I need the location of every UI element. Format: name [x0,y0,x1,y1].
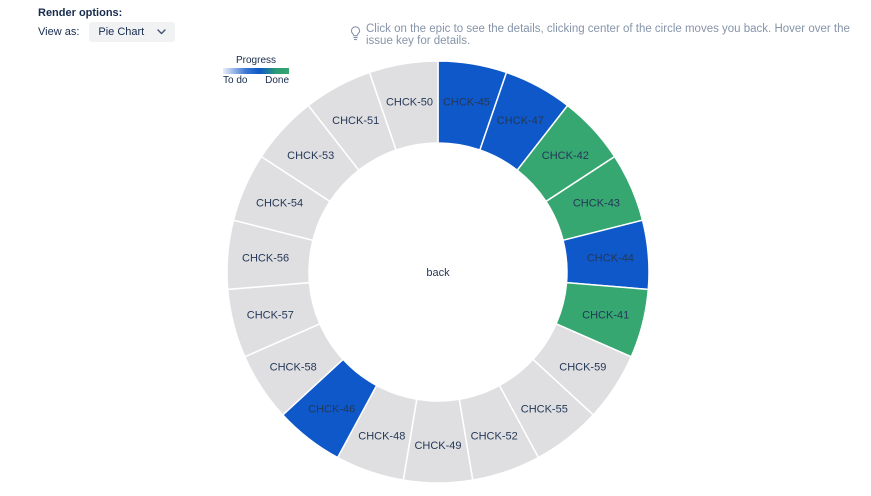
segment-label[interactable]: CHCK-54 [256,198,303,210]
back-button[interactable]: back [426,267,450,279]
legend-gradient-bar [223,68,289,74]
segment-label[interactable]: CHCK-57 [247,310,294,322]
segment-label[interactable]: CHCK-58 [270,362,317,374]
render-options-title: Render options: [38,7,123,19]
view-as-row: View as: Pie Chart [38,22,176,42]
segment-label[interactable]: CHCK-59 [559,362,606,374]
legend-done-label: Done [265,75,289,86]
segment-label[interactable]: CHCK-55 [521,404,568,416]
pie-segment-CHCK-50[interactable] [368,60,439,151]
segment-label[interactable]: CHCK-42 [542,150,589,162]
progress-legend: Progress To do Done [223,55,289,86]
hint-text: Click on the epic to see the details, cl… [366,23,850,47]
segment-label[interactable]: CHCK-49 [414,440,461,452]
segment-label[interactable]: CHCK-47 [497,115,544,127]
segment-label[interactable]: CHCK-52 [471,431,518,443]
legend-todo-label: To do [223,75,248,86]
legend-title: Progress [235,55,276,66]
hint-message: Click on the epic to see the details, cl… [350,23,871,47]
lightbulb-icon [350,26,361,44]
segment-label[interactable]: CHCK-43 [573,198,620,210]
view-as-dropdown-value: Pie Chart [98,26,145,38]
segment-label[interactable]: CHCK-48 [358,431,405,443]
segment-label[interactable]: CHCK-56 [242,253,289,265]
segment-label[interactable]: CHCK-45 [443,96,490,108]
segment-label[interactable]: CHCK-50 [386,96,433,108]
chevron-down-icon [157,29,167,35]
segment-label[interactable]: CHCK-51 [332,115,379,127]
segment-label[interactable]: CHCK-41 [582,310,629,322]
view-as-label: View as: [38,26,80,38]
segment-label[interactable]: CHCK-44 [587,253,634,265]
segment-label[interactable]: CHCK-46 [308,404,355,416]
view-as-dropdown[interactable]: Pie Chart [89,22,176,42]
segment-label[interactable]: CHCK-53 [287,150,334,162]
